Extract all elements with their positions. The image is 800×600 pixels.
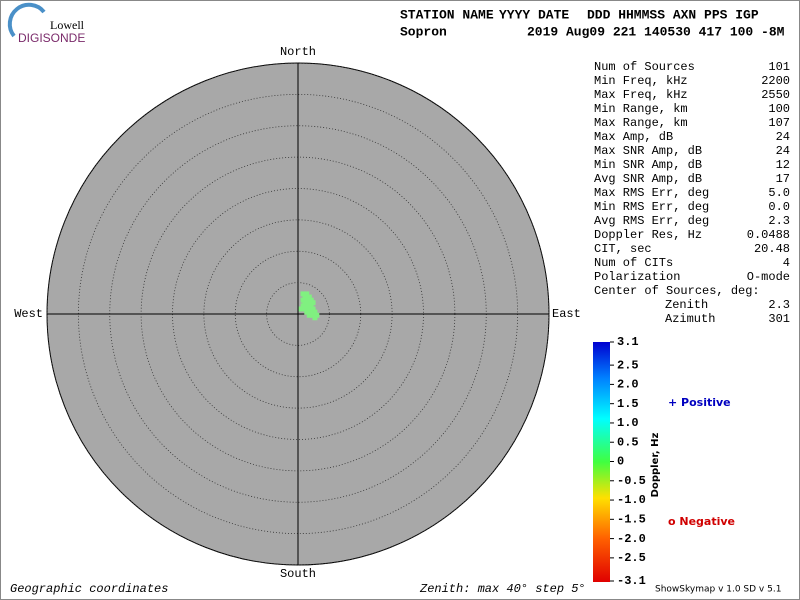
- stat-label: Num of Sources: [594, 60, 695, 74]
- stat-value: 2200: [761, 74, 790, 88]
- header-label: STATION NAME: [400, 7, 494, 22]
- stat-label: Min SNR Amp, dB: [594, 158, 702, 172]
- stat-value: 20.48: [754, 242, 790, 256]
- stat-label: Num of CITs: [594, 256, 673, 270]
- colorbar-label: Doppler, Hz: [650, 433, 661, 498]
- stat-value: O-mode: [747, 270, 790, 284]
- source-point: [310, 306, 316, 312]
- source-point: [300, 291, 306, 297]
- colorbar-tick-label: -2.0: [617, 532, 646, 546]
- stat-value: 12: [776, 158, 790, 172]
- source-point: [308, 303, 314, 309]
- stat-label: Min Freq, kHz: [594, 74, 688, 88]
- source-point: [310, 300, 316, 306]
- station-name: Sopron: [400, 24, 447, 39]
- source-point: [304, 309, 310, 315]
- colorbar-tick-label: -3.1: [617, 574, 646, 588]
- colorbar-tick-label: -2.5: [617, 551, 646, 565]
- header-label: DDD HHMMSS AXN PPS IGP: [587, 7, 759, 22]
- source-point: [314, 312, 320, 318]
- logo-bottom: DIGISONDE: [18, 31, 85, 45]
- header-label: YYYY DATE: [499, 7, 569, 22]
- logo-top: Lowell: [50, 18, 85, 32]
- stat-label: CIT, sec: [594, 242, 652, 256]
- logo-swoosh: [7, 2, 46, 38]
- stat-value: 24: [776, 144, 790, 158]
- colorbar-tick-label: 2.5: [617, 358, 639, 372]
- source-point: [304, 303, 310, 309]
- stat-value: 101: [768, 60, 790, 74]
- dir-south: South: [280, 567, 316, 581]
- source-point: [310, 312, 316, 318]
- stat-value: 2.3: [768, 214, 790, 228]
- colorbar-tick-label: 2.0: [617, 378, 639, 392]
- stat-label: Max SNR Amp, dB: [594, 144, 702, 158]
- stat-label: Min RMS Err, deg: [594, 200, 709, 214]
- stat-value: 100: [768, 102, 790, 116]
- stat-value: 17: [776, 172, 790, 186]
- stat-value: 4: [783, 256, 790, 270]
- stat-label: Avg SNR Amp, dB: [594, 172, 702, 186]
- center-name: Azimuth: [665, 312, 715, 326]
- stat-value: 107: [768, 116, 790, 130]
- footer-coords: Geographic coordinates: [10, 582, 168, 596]
- stat-value: 0.0: [768, 200, 790, 214]
- stat-label: Avg RMS Err, deg: [594, 214, 709, 228]
- source-point: [300, 297, 306, 303]
- stat-value: 0.0488: [747, 228, 790, 242]
- source-point: [298, 306, 304, 312]
- stat-label: Polarization: [594, 270, 680, 284]
- stat-label: Max RMS Err, deg: [594, 186, 709, 200]
- footer-version: ShowSkymap v 1.0 SD v 5.1: [655, 585, 781, 595]
- center-name: Zenith: [665, 298, 708, 312]
- dir-east: East: [552, 307, 581, 321]
- legend-negative: o Negative: [668, 515, 735, 528]
- source-point: [312, 315, 318, 321]
- source-point: [304, 291, 310, 297]
- source-point: [306, 312, 312, 318]
- colorbar-tick-label: 1.5: [617, 397, 639, 411]
- source-point: [306, 306, 312, 312]
- center-value: 301: [768, 312, 790, 326]
- source-point: [308, 309, 314, 315]
- stat-value: 2550: [761, 88, 790, 102]
- colorbar-tick-label: -0.5: [617, 474, 646, 488]
- footer-zenith: Zenith: max 40° step 5°: [419, 582, 586, 596]
- colorbar-tick-label: 3.1: [617, 335, 639, 349]
- date-time: 2019 Aug09 221 140530 417 100 -8M: [527, 24, 785, 39]
- dir-north: North: [280, 45, 316, 59]
- colorbar-tick-label: 0: [617, 455, 624, 469]
- source-point: [300, 303, 306, 309]
- source-point: [312, 309, 318, 315]
- stat-label: Min Range, km: [594, 102, 688, 116]
- source-point: [302, 306, 308, 312]
- colorbar-tick-label: 0.5: [617, 435, 639, 449]
- colorbar-tick-label: -1.5: [617, 512, 646, 526]
- legend-positive: + Positive: [668, 396, 731, 409]
- source-point: [306, 294, 312, 300]
- source-point: [302, 294, 308, 300]
- colorbar-tick-label: -1.0: [617, 493, 646, 507]
- stat-label: Max Range, km: [594, 116, 688, 130]
- stat-label: Doppler Res, Hz: [594, 228, 702, 242]
- source-point: [308, 297, 314, 303]
- colorbar-tick-label: 1.0: [617, 416, 639, 430]
- source-point: [302, 300, 308, 306]
- dir-west: West: [14, 307, 43, 321]
- source-point: [304, 297, 310, 303]
- stat-label: Max Freq, kHz: [594, 88, 688, 102]
- stat-label: Max Amp, dB: [594, 130, 673, 144]
- colorbar: [593, 342, 610, 582]
- stat-value: 5.0: [768, 186, 790, 200]
- source-point: [306, 300, 312, 306]
- center-value: 2.3: [768, 298, 790, 312]
- center-label: Center of Sources, deg:: [594, 284, 760, 298]
- stat-value: 24: [776, 130, 790, 144]
